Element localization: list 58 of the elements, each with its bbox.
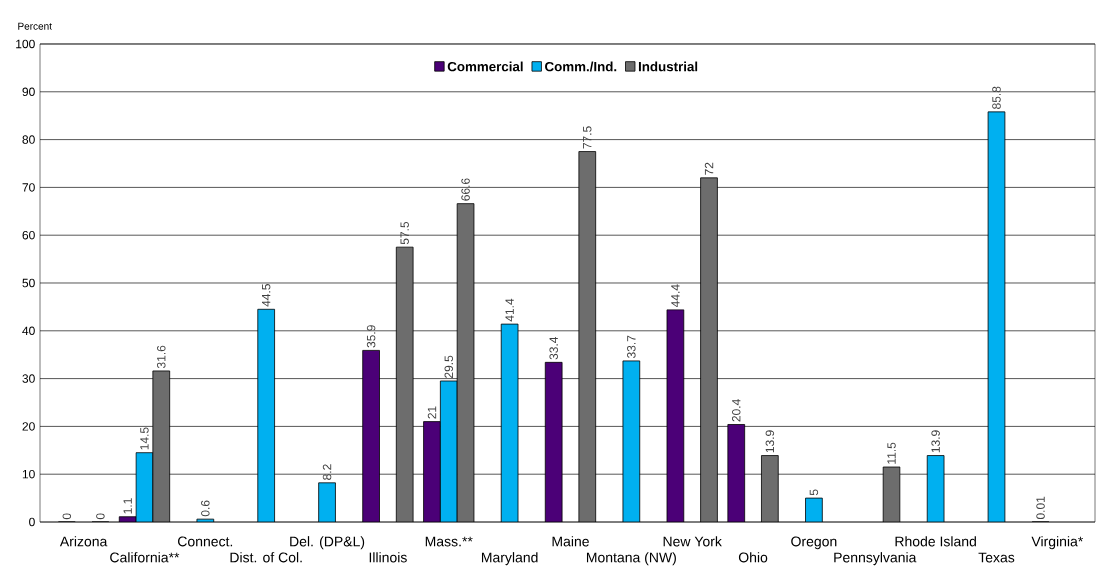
x-tick-label: Oregon — [791, 536, 837, 550]
y-tick-label: 70 — [22, 183, 35, 192]
data-label: 14.5 — [140, 427, 149, 450]
data-label: 21 — [427, 406, 437, 419]
x-tick-label: California** — [110, 552, 180, 563]
data-label: 33.4 — [549, 336, 558, 360]
data-label: 44.5 — [262, 284, 271, 307]
y-tick-label: 30 — [22, 374, 35, 383]
legend-label: Comm./Ind. — [545, 61, 617, 72]
x-tick-label: Montana (NW) — [586, 552, 676, 566]
data-label: 72 — [704, 162, 714, 175]
x-tick-label: Mass.** — [425, 536, 473, 547]
x-tick-label: Arizona — [59, 536, 108, 547]
x-tick-label: Dist. of Col. — [230, 552, 302, 563]
y-tick-label: 20 — [22, 422, 35, 431]
x-tick-label: Connect. — [178, 536, 233, 547]
x-tick-label: Illinois — [369, 552, 407, 563]
data-label: 77.5 — [583, 126, 592, 149]
data-label: 31.6 — [157, 345, 166, 369]
y-tick-label: 80 — [22, 135, 35, 144]
data-label: 13.9 — [765, 430, 775, 453]
x-tick-label: Maine — [552, 536, 589, 547]
data-label: 41.4 — [505, 298, 514, 322]
data-label: 85.8 — [992, 86, 1001, 109]
data-label: 0 — [62, 513, 72, 520]
y-tick-label: 100 — [16, 39, 35, 49]
data-label: 35.9 — [366, 325, 376, 348]
y-tick-label: 90 — [22, 87, 35, 97]
data-label: 13.9 — [931, 430, 940, 453]
x-tick-label: Del. (DP&L) — [290, 536, 365, 550]
x-tick-label: Rhode Island — [895, 536, 976, 547]
y-tick-label: 60 — [22, 230, 35, 240]
data-label: 0.6 — [201, 500, 210, 517]
y-tick-label: 0 — [29, 517, 35, 527]
data-label: 33.7 — [627, 335, 636, 359]
legend-label: Industrial — [638, 61, 698, 72]
data-label: 57.5 — [400, 221, 409, 245]
y-tick-label: 50 — [22, 278, 35, 288]
x-tick-label: Ohio — [738, 552, 768, 563]
x-tick-label: Texas — [978, 552, 1015, 563]
data-label: 1.1 — [123, 498, 132, 514]
data-label: 5 — [809, 489, 819, 496]
data-label: 29.5 — [444, 355, 454, 378]
y-tick-label: 10 — [22, 469, 35, 479]
data-label: 66.6 — [461, 178, 470, 201]
x-tick-label: Maryland — [481, 552, 538, 566]
y-axis-title: Percent — [18, 22, 52, 30]
y-tick-label: 40 — [22, 326, 35, 336]
data-label: 44.4 — [671, 284, 680, 308]
data-label: 0 — [96, 513, 105, 520]
data-label: 20.4 — [732, 399, 741, 422]
legend-label: Commercial — [447, 61, 523, 72]
data-label: 11.5 — [887, 442, 896, 464]
x-tick-label: New York — [663, 536, 722, 547]
data-label: 0.01 — [1036, 496, 1045, 520]
x-tick-label: Virginia* — [1031, 536, 1084, 550]
data-label: 8.2 — [322, 464, 332, 480]
x-tick-label: Pennsylvania — [834, 552, 917, 566]
